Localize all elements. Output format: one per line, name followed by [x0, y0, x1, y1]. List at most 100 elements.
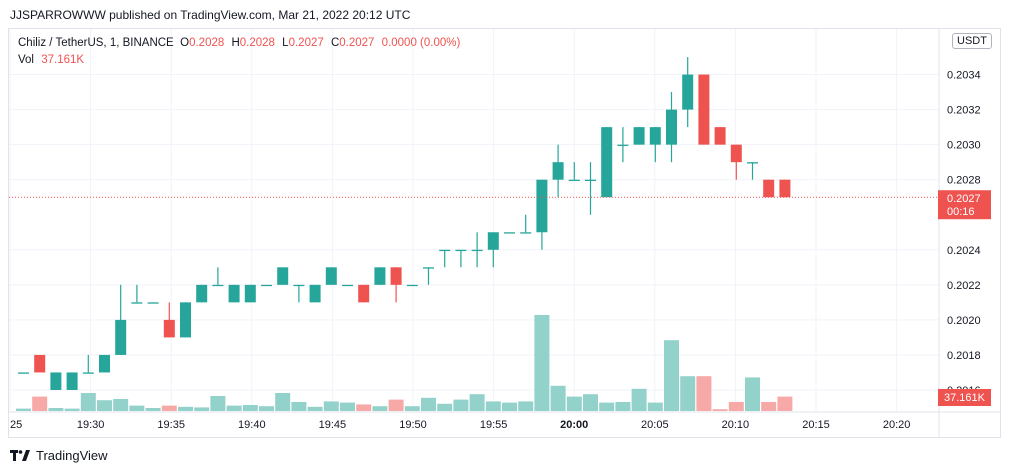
candle-body[interactable]: [601, 127, 613, 198]
candle-body[interactable]: [682, 74, 694, 110]
volume-bar[interactable]: [97, 400, 112, 411]
volume-bar[interactable]: [80, 393, 96, 411]
volume-bar[interactable]: [340, 402, 355, 411]
candle-body[interactable]: [18, 372, 29, 374]
candle-body[interactable]: [455, 249, 467, 252]
candle-body[interactable]: [99, 354, 110, 373]
candle-body[interactable]: [714, 127, 726, 145]
volume-bar[interactable]: [48, 408, 64, 411]
volume-bar[interactable]: [502, 402, 517, 411]
volume-bar[interactable]: [566, 396, 582, 411]
candle-body[interactable]: [698, 74, 710, 145]
chart-frame[interactable]: [8, 28, 1001, 438]
candle-body[interactable]: [244, 284, 256, 303]
candle-body[interactable]: [666, 109, 677, 145]
volume-bar[interactable]: [32, 396, 48, 411]
volume-bar[interactable]: [129, 405, 145, 411]
volume-bar[interactable]: [615, 402, 631, 411]
candle-body[interactable]: [277, 267, 289, 285]
volume-bar[interactable]: [664, 340, 679, 411]
candle-body[interactable]: [585, 179, 596, 181]
volume-bar[interactable]: [534, 315, 550, 411]
candle-body[interactable]: [504, 232, 515, 234]
volume-bar[interactable]: [226, 405, 242, 411]
currency-badge[interactable]: USDT: [952, 33, 992, 49]
candle-body[interactable]: [358, 284, 370, 303]
candle-body[interactable]: [131, 302, 143, 304]
candle-body[interactable]: [50, 372, 62, 390]
candle-body[interactable]: [342, 284, 353, 287]
tradingview-footer[interactable]: TradingView: [10, 448, 108, 463]
volume-bar[interactable]: [469, 394, 485, 411]
volume-bar[interactable]: [307, 406, 323, 411]
volume-bar[interactable]: [145, 408, 161, 411]
candle-body[interactable]: [293, 284, 305, 287]
candle-body[interactable]: [390, 267, 402, 285]
candle-body[interactable]: [552, 162, 564, 180]
candle-body[interactable]: [423, 267, 434, 269]
volume-bar[interactable]: [64, 408, 80, 411]
candle-body[interactable]: [633, 127, 645, 145]
volume-bar[interactable]: [712, 409, 728, 411]
volume-bar[interactable]: [599, 402, 615, 411]
candle-body[interactable]: [147, 302, 159, 304]
candle-body[interactable]: [649, 127, 661, 145]
candle-body[interactable]: [228, 284, 240, 303]
volume-bar[interactable]: [178, 406, 193, 411]
volume-badge[interactable]: [938, 389, 991, 406]
candle-body[interactable]: [439, 249, 451, 252]
candle-body[interactable]: [212, 284, 224, 287]
candle-body[interactable]: [180, 302, 191, 338]
candle-body[interactable]: [763, 179, 775, 198]
candle-body[interactable]: [487, 232, 499, 250]
candle-body[interactable]: [374, 267, 386, 285]
candle-body[interactable]: [536, 179, 548, 233]
volume-bar[interactable]: [259, 406, 274, 411]
volume-bar[interactable]: [242, 405, 258, 411]
candle-body[interactable]: [617, 144, 629, 146]
volume-bar[interactable]: [161, 405, 177, 411]
candle-body[interactable]: [568, 179, 580, 181]
volume-bar[interactable]: [777, 396, 793, 411]
volume-bar[interactable]: [518, 401, 534, 411]
symbol-label[interactable]: Chiliz / TetherUS, 1, BINANCE: [18, 37, 174, 49]
volume-bar[interactable]: [696, 376, 712, 411]
candle-body[interactable]: [730, 144, 742, 163]
candle-body[interactable]: [520, 232, 532, 234]
volume-bar[interactable]: [210, 396, 226, 411]
volume-bar[interactable]: [485, 401, 501, 411]
volume-bar[interactable]: [550, 385, 566, 411]
volume-bar[interactable]: [113, 399, 129, 411]
candle-body[interactable]: [66, 372, 78, 390]
volume-bar[interactable]: [404, 406, 420, 411]
volume-bar[interactable]: [16, 408, 31, 411]
volume-bar[interactable]: [437, 403, 453, 411]
candle-body[interactable]: [325, 267, 337, 285]
candle-body[interactable]: [779, 179, 791, 198]
volume-bar[interactable]: [388, 399, 404, 411]
candle-body[interactable]: [747, 162, 758, 164]
volume-bar[interactable]: [583, 394, 598, 411]
volume-bar[interactable]: [356, 404, 372, 411]
volume-bar[interactable]: [372, 406, 388, 411]
volume-bar[interactable]: [647, 402, 663, 411]
volume-bar[interactable]: [680, 376, 696, 411]
candle-body[interactable]: [163, 319, 175, 338]
volume-bar[interactable]: [728, 402, 744, 411]
last-price-badge[interactable]: [938, 190, 991, 220]
volume-bar[interactable]: [275, 393, 291, 411]
volume-bar[interactable]: [194, 407, 210, 411]
candle-body[interactable]: [471, 249, 483, 252]
candle-body[interactable]: [261, 284, 272, 287]
candle-body[interactable]: [34, 354, 46, 373]
candle-body[interactable]: [309, 284, 321, 303]
volume-bar[interactable]: [291, 402, 307, 411]
candle-body[interactable]: [406, 284, 418, 287]
volume-bar[interactable]: [323, 401, 339, 411]
candle-body[interactable]: [196, 284, 208, 303]
volume-bar[interactable]: [745, 377, 760, 411]
volume-bar[interactable]: [631, 388, 647, 411]
candle-body[interactable]: [115, 319, 127, 355]
volume-bar[interactable]: [421, 397, 436, 411]
